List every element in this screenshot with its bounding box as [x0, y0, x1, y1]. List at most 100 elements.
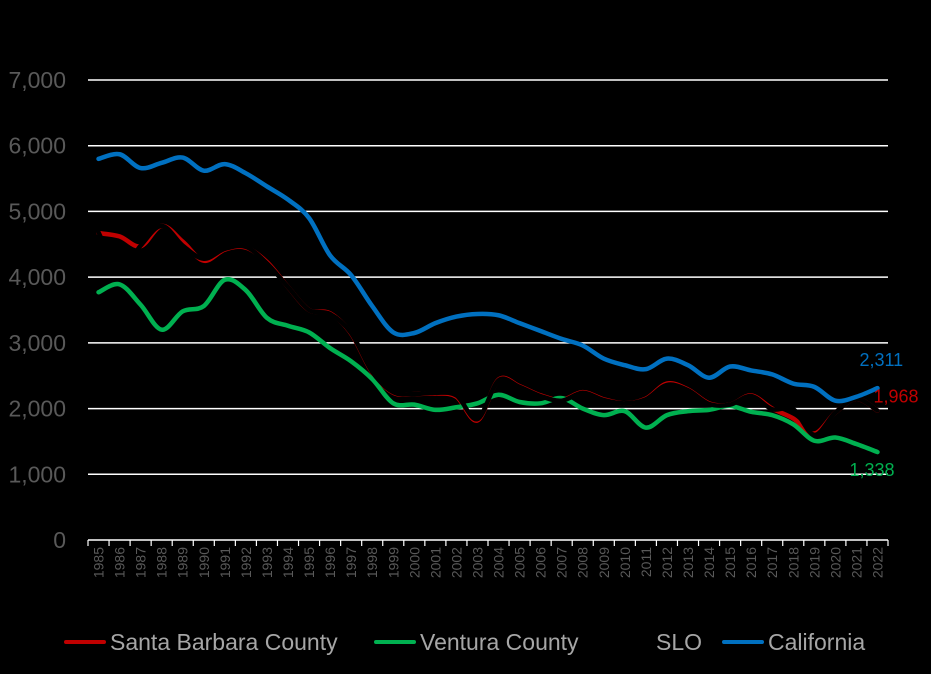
data-point [835, 400, 836, 401]
data-point [288, 325, 289, 326]
data-point [288, 287, 289, 288]
x-tick-label: 2020 [827, 547, 843, 578]
legend-item-slo[interactable]: SLO [610, 626, 702, 658]
data-point [456, 407, 457, 408]
y-tick-label: 6,000 [8, 133, 66, 159]
legend-label-ventura: Ventura County [420, 628, 579, 655]
data-point [372, 371, 373, 372]
data-point [793, 424, 794, 425]
data-point [793, 418, 794, 419]
data-point [540, 331, 541, 332]
x-tick-label: 2009 [596, 547, 612, 578]
data-point [582, 345, 583, 346]
x-tick-label: 1989 [175, 547, 191, 578]
data-point [751, 396, 752, 397]
data-point [224, 248, 225, 249]
data-point [793, 383, 794, 384]
gridlines [88, 79, 888, 476]
data-point [477, 419, 478, 420]
data-point [582, 392, 583, 393]
x-tick-label: 2014 [701, 547, 717, 578]
data-point [814, 440, 815, 441]
data-point [203, 258, 204, 259]
data-point [435, 392, 436, 393]
legend-item-ventura[interactable]: Ventura County [374, 626, 579, 658]
data-point [414, 333, 415, 334]
data-point [540, 403, 541, 404]
data-point [140, 304, 141, 305]
data-point [709, 403, 710, 404]
x-tick-label: 1995 [301, 547, 317, 578]
data-point [477, 403, 478, 404]
series-end-labels: 1,968 1,338 2,311 [849, 350, 918, 480]
legend-label-california: California [768, 628, 866, 655]
legend-swatch-slo [610, 640, 652, 644]
x-tick-label: 1991 [217, 547, 233, 578]
x-tick-label: 2019 [806, 547, 822, 578]
data-point [477, 313, 478, 314]
data-point [561, 338, 562, 339]
x-tick-label: 2005 [512, 547, 528, 578]
data-point [393, 403, 394, 404]
data-point [519, 402, 520, 403]
data-point [393, 332, 394, 333]
x-tick-label: 2021 [848, 547, 864, 578]
legend: Santa Barbara County Ventura County SLO … [0, 626, 931, 658]
end-label-california: 2,311 [859, 350, 903, 370]
data-point [372, 306, 373, 307]
data-point [645, 427, 646, 428]
data-point [330, 348, 331, 349]
data-point [330, 313, 331, 314]
series-line-california [96, 151, 880, 404]
legend-item-california[interactable]: California [722, 626, 865, 658]
legend-item-santa-barbara[interactable]: Santa Barbara County [64, 626, 338, 658]
x-tick-label: 1993 [259, 547, 275, 578]
data-point [456, 395, 457, 396]
x-tick-label: 1997 [343, 547, 359, 578]
data-point [435, 409, 436, 410]
data-point [203, 306, 204, 307]
series-points-ventura-county [98, 279, 878, 452]
data-point [498, 394, 499, 395]
x-tick-label: 2012 [659, 547, 675, 578]
x-tick-label: 2006 [533, 547, 549, 578]
y-tick-label: 2,000 [8, 396, 66, 422]
data-point [751, 411, 752, 412]
y-tick-label: 4,000 [8, 264, 66, 290]
data-point [266, 186, 267, 187]
data-point [772, 409, 773, 410]
x-tick-label: 1999 [385, 547, 401, 578]
data-point [309, 310, 310, 311]
data-point [645, 369, 646, 370]
data-point [624, 411, 625, 412]
data-point [182, 241, 183, 242]
data-point [351, 275, 352, 276]
x-tick-label: 2015 [722, 547, 738, 578]
data-point [161, 329, 162, 330]
x-tick-label: 2008 [575, 547, 591, 578]
data-point [688, 411, 689, 412]
y-tick-label: 0 [53, 527, 66, 553]
data-point [161, 225, 162, 226]
data-point [835, 437, 836, 438]
y-axis-tick-labels: 0 1,000 2,000 3,000 4,000 5,000 6,000 7,000 [8, 67, 66, 553]
data-point [245, 173, 246, 174]
x-tick-label: 2002 [448, 547, 464, 578]
data-point [730, 366, 731, 367]
x-tick-label: 1990 [196, 547, 212, 578]
data-point [224, 279, 225, 280]
x-tick-label: 1994 [280, 547, 296, 578]
x-tick-label: 2000 [406, 547, 422, 578]
data-point [140, 168, 141, 169]
data-point [182, 245, 183, 246]
data-point [688, 390, 689, 391]
data-point [645, 399, 646, 400]
data-point [666, 384, 667, 385]
x-tick-label: 2022 [869, 547, 885, 578]
y-tick-label: 5,000 [8, 198, 66, 224]
data-point [814, 386, 815, 387]
data-point [393, 392, 394, 393]
data-point [709, 377, 710, 378]
data-point [182, 157, 183, 158]
